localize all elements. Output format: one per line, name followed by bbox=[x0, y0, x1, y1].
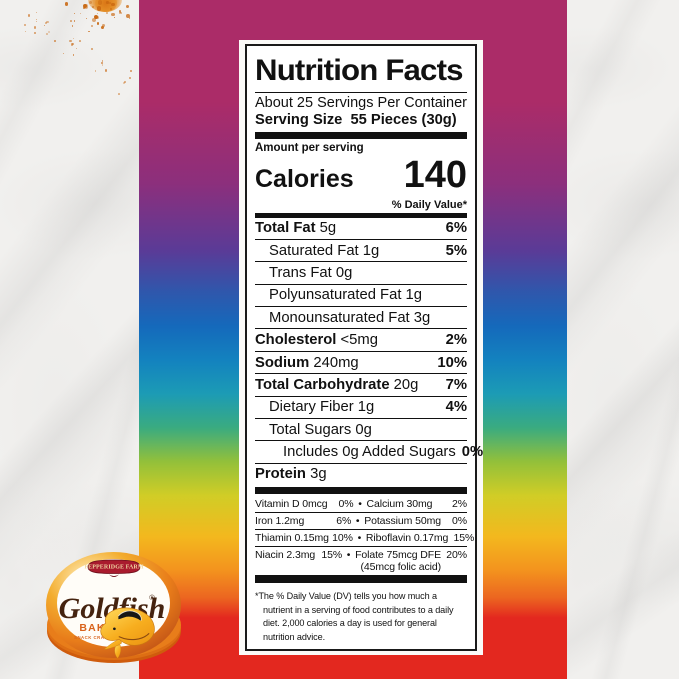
svg-text:®: ® bbox=[149, 593, 155, 602]
svg-text:PEPPERIDGE FARM: PEPPERIDGE FARM bbox=[84, 565, 143, 571]
